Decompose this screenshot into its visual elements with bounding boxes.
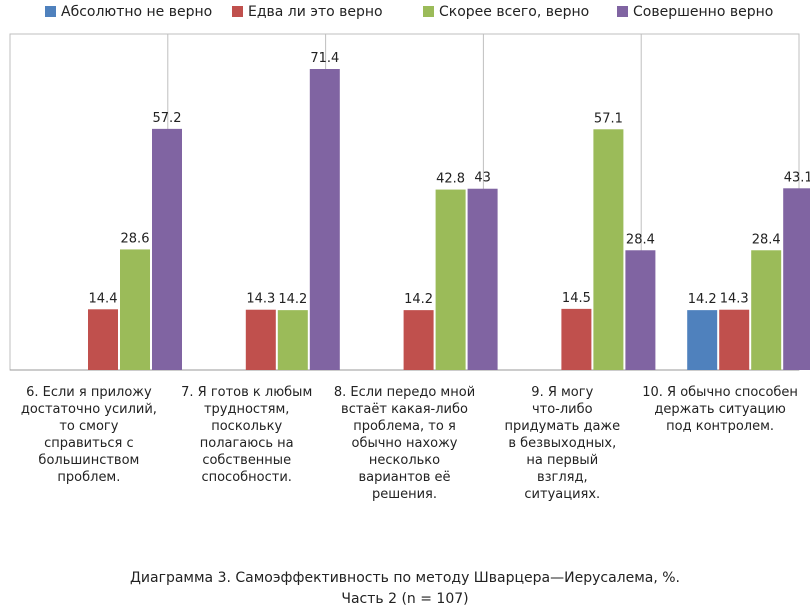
category-label-line: придумать даже — [504, 419, 620, 434]
category-label-line: поскольку — [211, 419, 282, 434]
data-label: 28.4 — [626, 232, 655, 247]
bar — [88, 309, 118, 370]
data-label: 57.1 — [594, 111, 623, 126]
category-label-line: вариантов её — [358, 470, 450, 485]
data-label: 57.2 — [153, 111, 182, 126]
category-label-line: в безвыходных, — [508, 436, 616, 451]
bar — [467, 188, 498, 370]
category-label-line: проблем. — [57, 470, 120, 485]
category-label-line: взгляд, — [537, 470, 588, 485]
bar — [277, 310, 308, 370]
category-label-line: полагаюсь на — [200, 436, 294, 451]
bar — [403, 310, 434, 370]
category-label-line: ситуациях. — [524, 487, 600, 502]
data-label: 14.3 — [246, 292, 275, 307]
category-label-line: 9. Я могу — [531, 385, 593, 400]
data-label: 28.6 — [121, 231, 150, 246]
bar — [435, 189, 466, 370]
category-label: 10. Я обычно способен держать ситуацию под… — [642, 385, 798, 434]
legend-label: Совершенно верно — [633, 4, 773, 20]
data-label: 14.2 — [404, 292, 433, 307]
bar — [561, 308, 592, 370]
category-label-line: собственные — [202, 453, 291, 468]
category-label-line: достаточно усилий, — [21, 402, 157, 417]
data-label: 14.3 — [720, 292, 749, 307]
category-label-line: большинством — [38, 453, 139, 468]
legend-swatch — [423, 6, 434, 17]
bar — [719, 309, 750, 370]
category-label-line: несколько — [369, 453, 440, 468]
category-label-line: способности. — [201, 470, 291, 485]
bar — [687, 310, 718, 370]
category-label: 9. Я могу что-либо придумать даже в безвыхо… — [504, 385, 620, 502]
category-label-line: 6. Если я приложу — [26, 385, 152, 400]
category-label-line: что-либо — [532, 402, 593, 417]
legend-label: Скорее всего, верно — [439, 4, 589, 20]
data-label: 14.4 — [89, 291, 118, 306]
legend-swatch — [45, 6, 56, 17]
bar — [152, 128, 182, 370]
category-label-line: трудностям, — [204, 402, 289, 417]
caption-line-2: Часть 2 (n = 107) — [341, 591, 469, 607]
category-label: 8. Если передо мной встаёт какая-либо проб… — [334, 385, 475, 502]
legend-label: Едва ли это верно — [248, 4, 383, 20]
data-label: 43.1 — [784, 170, 810, 185]
data-label: 43 — [474, 171, 491, 186]
category-label-line: встаёт какая-либо — [341, 402, 468, 417]
bar — [625, 250, 656, 370]
category-label-line: решения. — [372, 487, 437, 502]
data-label: 71.4 — [310, 51, 339, 66]
data-label: 14.2 — [278, 292, 307, 307]
bar — [309, 69, 340, 370]
data-label: 14.5 — [562, 291, 591, 306]
data-label: 42.8 — [436, 172, 465, 187]
legend-label: Абсолютно не верно — [61, 4, 212, 20]
category-label-line: обычно нахожу — [351, 436, 457, 451]
bar — [783, 188, 810, 370]
data-label: 28.4 — [752, 232, 781, 247]
category-label: 7. Я готов к любым трудностям, поскольку по… — [181, 385, 312, 485]
category-label-line: 8. Если передо мной — [334, 385, 475, 400]
caption-line-1: Диаграмма 3. Самоэффективность по методу… — [129, 570, 680, 586]
bar — [593, 129, 624, 370]
bar — [120, 249, 150, 370]
category-label-line: то смогу — [59, 419, 118, 434]
data-label: 14.2 — [688, 292, 717, 307]
category-label-line: 7. Я готов к любым — [181, 385, 312, 400]
category-label: 6. Если я приложу достаточно усилий, то см… — [21, 385, 157, 485]
legend-swatch — [232, 6, 243, 17]
category-label-line: справиться с — [44, 436, 133, 451]
category-label-line: под контролем. — [666, 419, 774, 434]
category-label-line: на первый — [526, 453, 598, 468]
legend-swatch — [617, 6, 628, 17]
bar — [245, 309, 276, 370]
bar — [751, 250, 782, 370]
category-label-line: проблема, то я — [353, 419, 456, 434]
category-label-line: 10. Я обычно способен — [642, 385, 798, 400]
category-label-line: держать ситуацию — [654, 402, 785, 417]
